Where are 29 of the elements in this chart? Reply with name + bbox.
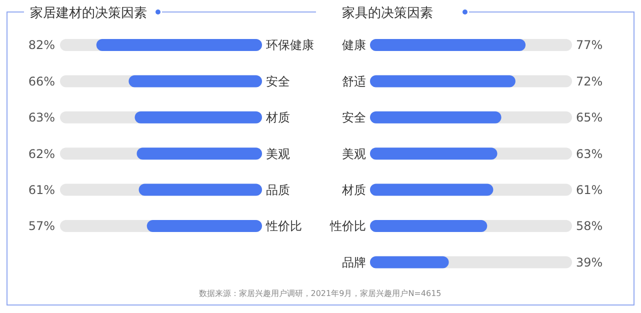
data-label: 61%	[576, 183, 603, 197]
data-label: 63%	[576, 146, 603, 161]
data-label: 61%	[28, 183, 55, 197]
chart-title: 家居建材的决策因素	[30, 5, 147, 21]
y-tick-label: 美观	[342, 146, 366, 161]
y-tick-label: 环保健康	[266, 38, 314, 52]
data-label: 82%	[28, 38, 55, 52]
y-tick-label: 性价比	[329, 219, 366, 234]
y-tick-label: 材质	[265, 110, 290, 125]
chart-title: 家具的决策因素	[342, 5, 433, 21]
y-tick-label: 性价比	[265, 219, 302, 234]
y-tick-label: 材质	[341, 183, 366, 197]
data-label: 65%	[576, 110, 603, 125]
y-tick-label: 品牌	[342, 255, 366, 270]
data-label: 58%	[576, 219, 603, 234]
data-label: 77%	[576, 38, 603, 52]
y-tick-label: 品质	[266, 183, 290, 197]
y-tick-label: 舒适	[342, 74, 366, 88]
data-label: 57%	[28, 219, 55, 234]
data-label: 72%	[576, 74, 603, 88]
y-tick-label: 美观	[266, 146, 290, 161]
y-tick-label: 安全	[342, 110, 366, 125]
source-note: 数据来源：家居兴趣用户调研，2021年9月，家居兴趣用户N=4615	[198, 289, 442, 298]
data-label: 62%	[28, 146, 55, 161]
data-label: 63%	[28, 110, 55, 125]
y-tick-label: 安全	[266, 74, 290, 88]
data-label: 66%	[28, 74, 55, 88]
data-label: 39%	[576, 255, 603, 270]
y-tick-label: 健康	[342, 38, 366, 52]
